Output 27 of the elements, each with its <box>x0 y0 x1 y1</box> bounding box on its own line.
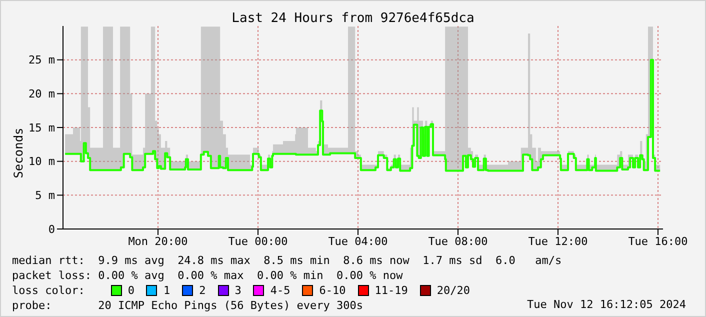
y-tick-label: 15 m <box>28 121 56 134</box>
legend-label: 4-5 <box>270 283 290 298</box>
chart-title: Last 24 Hours from 9276e4f65dca <box>230 11 476 26</box>
x-tick-label: Tue 08:00 <box>428 234 488 248</box>
y-axis-title: Seconds <box>11 128 26 178</box>
text: median rtt: 9.9 ms avg 24.8 ms max 8.5 ms min 8.6 ms now 1.7 ms sd 6.0 am/s <box>12 253 562 268</box>
text: Tue Nov 12 16:12:05 2024 <box>527 298 686 311</box>
legend-label: 3 <box>234 283 242 298</box>
x-tick-label: Tue 12:00 <box>528 234 588 248</box>
legend-label: 20/20 <box>436 283 470 298</box>
y-tick-label: 25 m <box>28 54 56 67</box>
text: probe: 20 ICMP Echo Pings (56 Bytes) every 300s <box>12 299 363 312</box>
x-tick-label: Mon 20:00 <box>128 234 188 248</box>
y-tick-label: 10 m <box>28 155 56 168</box>
legend-title: loss color: <box>12 283 85 298</box>
legend-label: 0 <box>128 283 134 298</box>
legend-label: 2 <box>199 283 206 298</box>
legend-label: 1 <box>163 283 170 298</box>
x-tick-label: Tue 16:00 <box>628 234 688 248</box>
text: packet loss: 0.00 % avg 0.00 % max 0.00 % min 0.00 % now <box>12 268 404 283</box>
legend-label: 6-10 <box>319 283 346 298</box>
y-tick-label: 0 <box>48 222 55 236</box>
y-tick-label: 20 m <box>28 88 56 101</box>
legend-label: 11-19 <box>374 283 408 298</box>
y-tick-label: 5 m <box>35 189 56 202</box>
x-tick-label: Tue 00:00 <box>228 234 288 248</box>
x-tick-label: Tue 04:00 <box>328 234 388 248</box>
